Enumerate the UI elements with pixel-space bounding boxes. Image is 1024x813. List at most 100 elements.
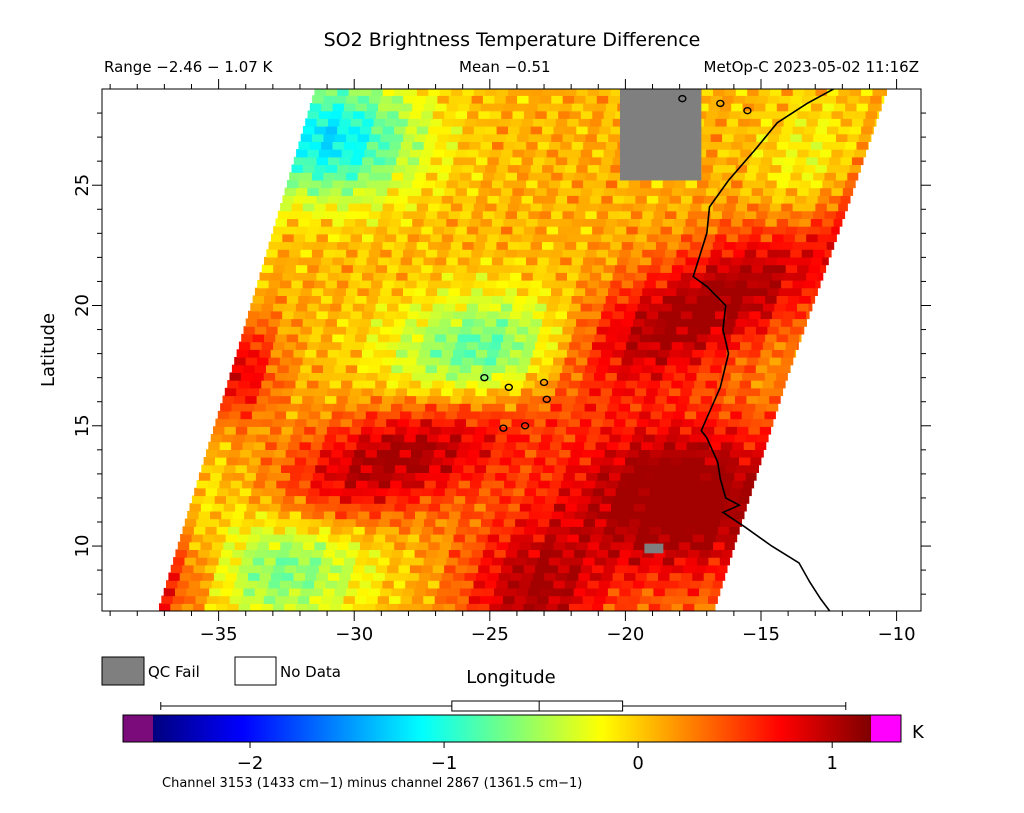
heatmap-cell [573,249,586,258]
heatmap-cell [753,218,766,227]
heatmap-cell [289,172,302,181]
heatmap-cell [806,233,819,243]
heatmap-cell [458,441,471,450]
heatmap-cell [701,241,714,250]
heatmap-cell [701,126,714,135]
heatmap-cell [209,587,222,597]
heatmap-cell [454,418,467,427]
heatmap-cell [555,118,568,127]
heatmap-cell [746,318,759,327]
heatmap-cell [494,510,507,520]
heatmap-cell [369,472,382,481]
heatmap-cell [512,303,525,312]
heatmap-cell [480,256,493,266]
heatmap-cell [831,149,844,158]
heatmap-cell [512,603,524,611]
heatmap-cell [571,295,584,304]
heatmap-cell [382,318,395,327]
heatmap-cell [646,349,659,358]
heatmap-cell [420,603,433,611]
heatmap-cell [318,226,331,235]
heatmap-cell [719,218,732,227]
heatmap-cell [309,557,322,566]
heatmap-cell [684,449,697,458]
heatmap-cell [507,395,520,404]
heatmap-cell [517,472,530,481]
heatmap-cell [480,141,493,150]
heatmap-cell [455,187,468,196]
heatmap-cell [671,603,684,611]
heatmap-cell [594,557,607,566]
heatmap-cell [391,249,404,258]
heatmap-cell [494,249,507,258]
heatmap-cell [416,126,429,135]
heatmap-cell [610,280,623,289]
heatmap-cell [542,503,555,512]
heatmap-cell [177,580,190,589]
heatmap-cell [343,179,356,189]
heatmap-cell [444,264,456,273]
heatmap-cell [437,287,450,296]
heatmap-cell [624,233,636,243]
heatmap-cell [513,487,526,497]
heatmap-cell [671,187,684,196]
heatmap-cell [653,587,666,597]
heatmap-cell [713,541,726,550]
heatmap-cell [633,503,646,512]
heatmap-cell [327,195,340,204]
heatmap-cell [566,387,579,397]
heatmap-cell [562,587,575,597]
heatmap-cell [795,80,807,88]
heatmap-cell [341,110,354,119]
heatmap-cell [368,403,381,412]
heatmap-cell [733,287,746,296]
heatmap-cell [473,203,486,212]
heatmap-cell [676,210,689,219]
range-text: Range −2.46 − 1.07 K [104,58,274,76]
heatmap-cell [504,480,517,489]
heatmap-cell [666,395,679,404]
heatmap-cell [543,387,556,397]
heatmap-cell [491,372,504,381]
heatmap-cell [393,395,406,404]
heatmap-cell [763,187,775,196]
heatmap-cell [407,118,420,127]
heatmap-cell [592,526,605,535]
heatmap-cell [783,80,795,88]
heatmap-cell [218,557,231,566]
heatmap-cell [514,557,527,566]
heatmap-cell [395,426,408,435]
heatmap-cell [537,218,550,227]
heatmap-cell [426,95,438,104]
heatmap-cell [688,510,701,520]
heatmap-cell [361,387,374,397]
heatmap-cell [367,480,380,489]
heatmap-cell [817,272,824,281]
heatmap-cell [455,226,468,235]
heatmap-cell [698,403,711,412]
heatmap-cell [601,156,614,166]
heatmap-cell [711,510,724,520]
heatmap-cell [361,310,374,320]
heatmap-cell [319,526,332,535]
heatmap-cell [733,364,745,373]
heatmap-cell [519,280,532,289]
heatmap-cell [283,418,296,427]
heatmap-cell [439,203,452,212]
heatmap-cell [204,603,217,611]
heatmap-cell [794,349,797,358]
heatmap-cell [416,357,429,366]
heatmap-cell [519,241,532,250]
heatmap-cell [708,218,721,227]
heatmap-cell [555,387,568,397]
heatmap-cell [407,195,420,204]
heatmap-cell [695,449,708,458]
heatmap-cell [577,426,590,435]
heatmap-cell [594,372,606,381]
heatmap-cell [175,549,188,558]
heatmap-cell [314,318,327,327]
heatmap-cell [458,518,471,527]
heatmap-cell [396,495,409,504]
heatmap-cell [327,349,340,358]
heatmap-cell [369,133,381,142]
